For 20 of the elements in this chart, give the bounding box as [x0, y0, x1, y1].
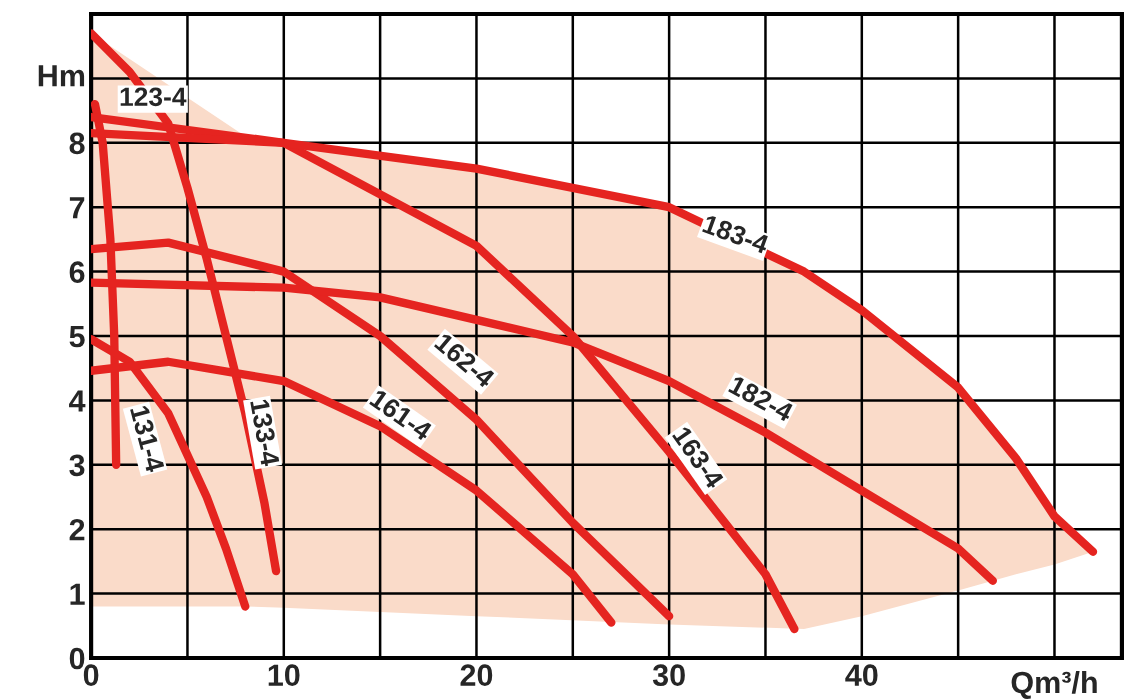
y-tick-label: 3 — [69, 454, 85, 477]
y-tick-label: 1 — [70, 583, 85, 605]
y-tick-label: 0 — [69, 647, 85, 670]
text: 133-4 — [250, 398, 280, 467]
text: 131-4 — [129, 405, 165, 474]
text: 183-4 — [702, 214, 771, 255]
series-label: 123-4 — [120, 87, 187, 107]
y-tick-label: 7 — [69, 197, 85, 219]
x-tick-label: 20 — [460, 664, 493, 686]
x-tick-label: 40 — [845, 664, 878, 686]
y-axis-title: Hm — [38, 65, 85, 87]
text: 182-4 — [728, 375, 795, 423]
y-tick-label: 6 — [69, 261, 85, 283]
y-tick-label: 4 — [69, 390, 86, 412]
x-tick-label: 10 — [268, 664, 300, 686]
x-axis-title: Qm³/h — [1011, 670, 1097, 700]
y-tick-label: 2 — [69, 518, 85, 541]
y-tick-label: 5 — [69, 326, 85, 348]
y-tick-label: 8 — [69, 132, 85, 155]
x-tick-label: 30 — [652, 664, 685, 687]
